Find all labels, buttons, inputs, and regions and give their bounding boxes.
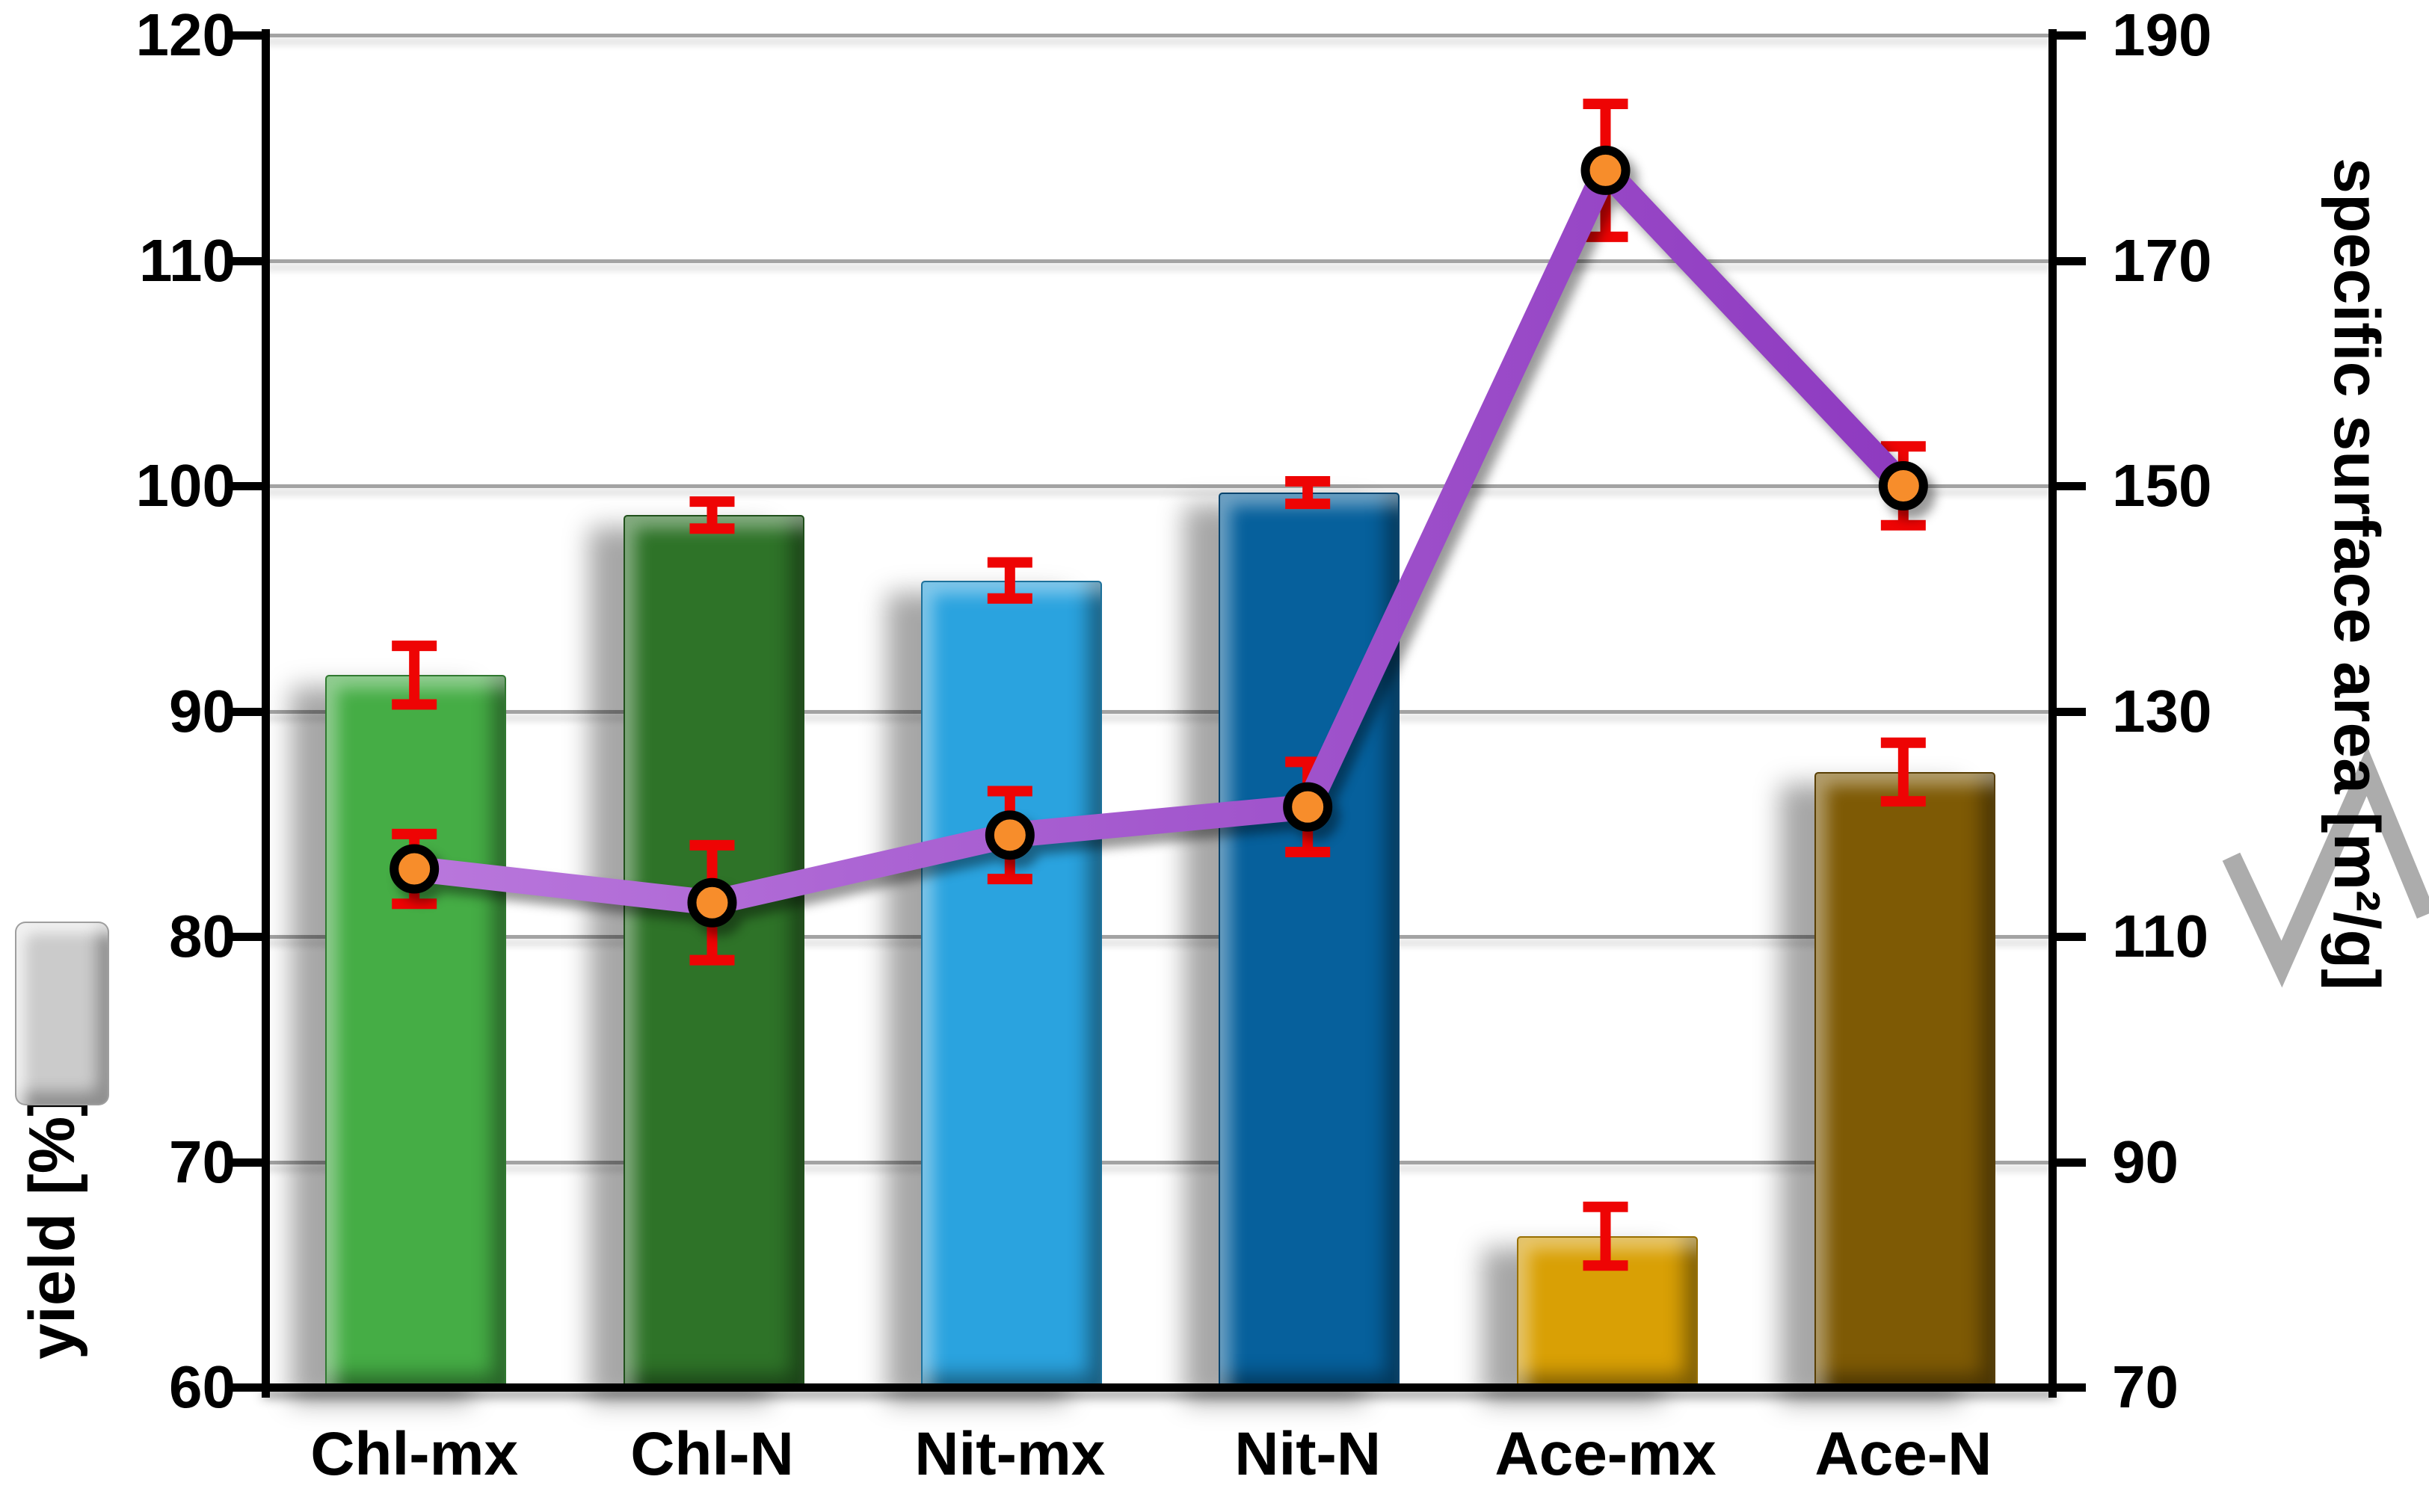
category-label-chl-mx: Chl-mx: [310, 1420, 519, 1488]
left-axis-tick-label-120: 120: [135, 1, 235, 68]
left-axis-tick-120: [232, 31, 265, 40]
left-axis-tick-80: [232, 933, 265, 941]
yield-error-bar-nit-n: [1285, 475, 1331, 510]
gridline-y70: [265, 1160, 2052, 1164]
right-axis-tick-110: [2052, 933, 2086, 941]
gridline-y90: [265, 709, 2052, 714]
left-axis-line: [261, 29, 270, 1398]
left-axis-tick-90: [232, 707, 265, 716]
left-axis-tick-label-100: 100: [135, 452, 235, 519]
category-label-nit-n: Nit-N: [1234, 1420, 1382, 1488]
left-axis-title: yield [%]: [16, 1095, 88, 1360]
right-axis-tick-label-190: 190: [2112, 1, 2212, 68]
left-axis-tick-label-110: 110: [138, 226, 235, 294]
left-axis-tick-label-70: 70: [169, 1128, 235, 1195]
yield-error-bar-nit-mx: [987, 557, 1032, 604]
legend-line-series-glyph: [2222, 746, 2429, 988]
category-label-ace-n: Ace-N: [1814, 1420, 1992, 1488]
gridline-y100: [265, 484, 2052, 488]
bar-ace-n: [1814, 771, 1995, 1390]
right-axis-tick-label-150: 150: [2112, 452, 2212, 519]
right-axis-title: specific surface area [m²/g]: [2321, 158, 2392, 990]
ssa-line-group: [390, 145, 1928, 928]
left-axis-tick-label-60: 60: [169, 1354, 235, 1420]
right-axis-tick-130: [2052, 707, 2086, 716]
right-axis-tick-label-90: 90: [2112, 1128, 2179, 1195]
left-axis-tick-60: [232, 1383, 265, 1392]
right-axis-tick-150: [2052, 482, 2086, 490]
ssa-marker-ace-n: [1878, 461, 1928, 510]
right-axis-tick-label-130: 130: [2112, 677, 2212, 744]
x-axis-line: [261, 1383, 2057, 1392]
right-axis-tick-170: [2052, 256, 2086, 265]
left-axis-tick-100: [232, 482, 265, 490]
gridline-y80: [265, 935, 2052, 939]
bar-nit-n: [1219, 493, 1400, 1390]
yield-error-bar-ace-n: [1880, 737, 1926, 807]
right-axis-tick-label-170: 170: [2112, 226, 2212, 294]
right-axis-tick-190: [2052, 31, 2086, 40]
gridline-y110: [265, 259, 2052, 263]
left-axis-tick-label-80: 80: [169, 903, 235, 969]
ssa-marker-chl-mx: [390, 844, 440, 894]
ssa-line: [401, 157, 1916, 916]
category-label-nit-mx: Nit-mx: [914, 1420, 1106, 1488]
left-axis-tick-70: [232, 1158, 265, 1167]
right-axis-tick-label-70: 70: [2112, 1354, 2179, 1420]
right-axis-tick-label-110: 110: [2112, 903, 2209, 969]
ssa-marker-ace-mx: [1580, 145, 1631, 195]
ssa-marker-nit-n: [1283, 782, 1333, 832]
legend-bar-series-swatch: [15, 922, 109, 1105]
left-axis-tick-110: [232, 256, 265, 265]
category-label-ace-mx: Ace-mx: [1494, 1420, 1717, 1488]
right-axis-tick-90: [2052, 1158, 2086, 1167]
bar-nit-mx: [920, 580, 1102, 1390]
left-axis-tick-label-90: 90: [169, 677, 235, 744]
yield-error-bar-chl-mx: [392, 641, 437, 710]
yield-error-bar-chl-n: [689, 496, 735, 534]
right-axis-tick-70: [2052, 1383, 2086, 1392]
ssa-marker-nit-mx: [985, 810, 1035, 860]
ssa-marker-chl-n: [687, 877, 737, 928]
category-label-chl-n: Chl-N: [630, 1420, 794, 1488]
gridline-y120: [265, 34, 2052, 37]
yield-error-bar-ace-mx: [1583, 1201, 1628, 1271]
bar-chl-mx: [325, 675, 507, 1390]
